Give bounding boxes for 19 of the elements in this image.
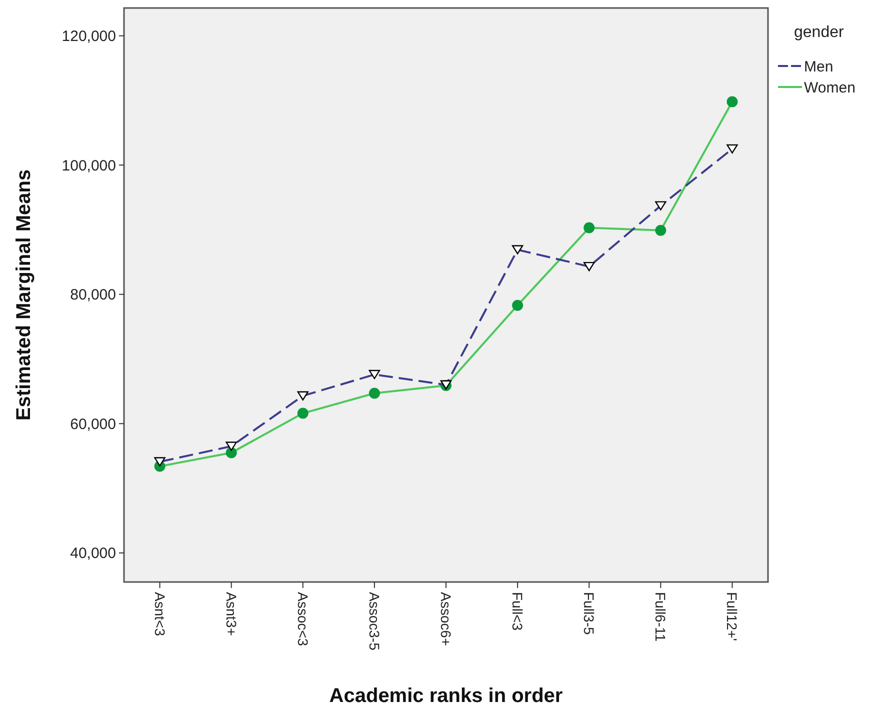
y-tick-label: 100,000 [62,157,116,174]
legend-label: Women [804,79,856,96]
y-axis-title: Estimated Marginal Means [13,169,35,421]
x-tick-label: Full12+' [724,592,740,641]
y-tick-label: 60,000 [70,416,116,433]
y-tick-label: 80,000 [70,286,116,304]
x-tick-label: Full3-5 [581,592,598,636]
x-tick-label: Asnt3+ [223,592,240,636]
x-tick-label: Assoc6+ [438,592,454,646]
x-tick-label: Full<3 [510,592,526,631]
y-tick-label: 40,000 [70,545,116,562]
legend-label: Men [804,58,834,76]
y-tick-label: 120,000 [62,28,116,46]
x-axis-title: Academic ranks in order [329,685,563,707]
x-tick-label: Asnt<3 [152,592,168,636]
x-tick-label: Assoc3-5 [366,592,382,651]
x-tick-label: Assoc<3 [294,592,311,646]
legend-title: gender [794,24,844,41]
x-tick-label: Full6-11 [652,592,669,642]
